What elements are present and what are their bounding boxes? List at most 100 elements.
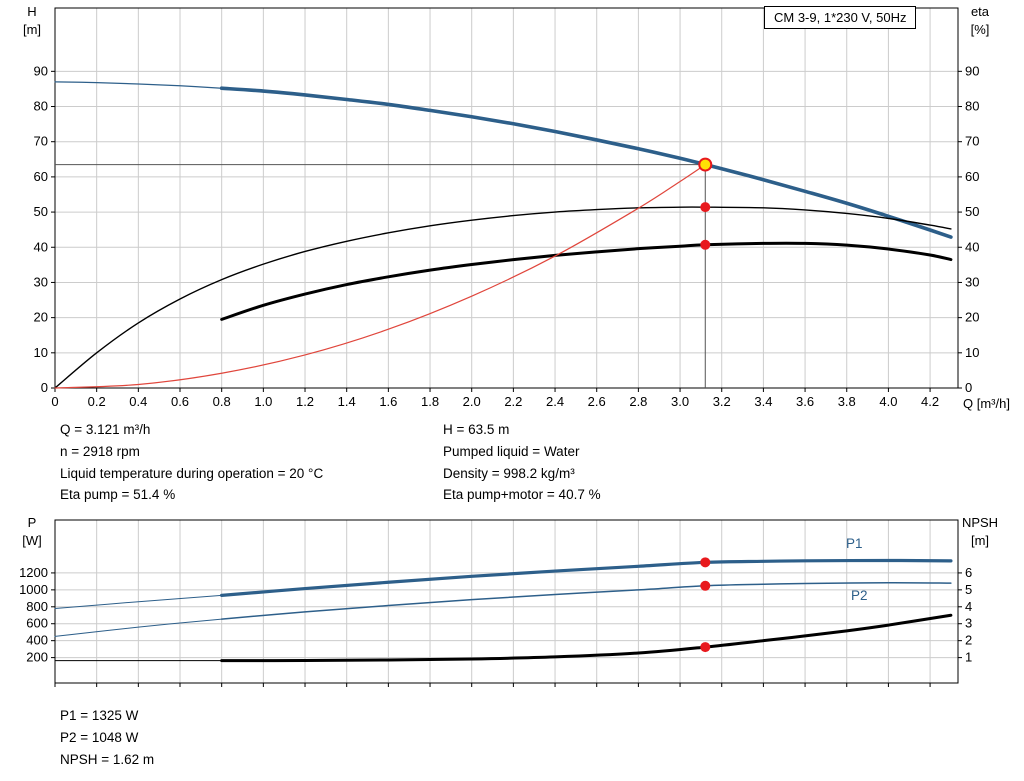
tick-label: 5: [965, 582, 972, 597]
tick-label: 2: [965, 633, 972, 648]
system-curve: [54, 163, 706, 389]
duty-info-right-column: H = 63.5 m Pumped liquid = Water Density…: [443, 419, 601, 506]
tick-label: 600: [26, 616, 48, 631]
pump-model-badge: CM 3-9, 1*230 V, 50Hz: [764, 6, 917, 29]
tick-label: 3: [965, 616, 972, 631]
info-npsh: NPSH = 1.62 m: [60, 751, 155, 767]
tick-label: 70: [34, 134, 48, 149]
tick-label: 4.2: [921, 394, 939, 409]
pump-curve-lead-in: [54, 81, 223, 89]
tick-label: 4: [965, 599, 972, 614]
tick-label: 1000: [19, 582, 48, 597]
h-axis-unit: [m]: [22, 22, 42, 37]
eta-pump-curve: [54, 206, 952, 389]
eta-axis-symbol: eta: [970, 4, 990, 19]
info-eta-pump-motor: Eta pump+motor = 40.7 %: [443, 487, 601, 503]
tick-label: 0: [41, 380, 48, 395]
tick-label: 80: [965, 99, 979, 114]
tick-label: 1.2: [296, 394, 314, 409]
tick-label: 10: [34, 345, 48, 360]
tick-label: 90: [965, 63, 979, 78]
tick-label: 0.4: [129, 394, 147, 409]
plot-frame: [54, 519, 959, 684]
tick-label: 50: [965, 204, 979, 219]
tick-label: 10: [965, 345, 979, 360]
tick-label: 1.8: [421, 394, 439, 409]
tick-label: 0.2: [88, 394, 106, 409]
p2-curve-label: P2: [851, 588, 868, 603]
tick-label: 90: [34, 63, 48, 78]
power-npsh-info: P1 = 1325 W P2 = 1048 W NPSH = 1.62 m: [60, 705, 154, 770]
tick-label: 0: [51, 394, 58, 409]
info-eta-pump: Eta pump = 51.4 %: [60, 487, 176, 503]
npsh-duty-point: [700, 642, 711, 653]
eta-pump-motor-duty-point: [700, 239, 711, 250]
plot-frame: [54, 7, 959, 389]
tick-label: 6: [965, 565, 972, 580]
npsh-axis-symbol: NPSH: [961, 515, 999, 530]
p-axis-label: P [W]: [12, 514, 52, 550]
tick-label: 30: [965, 274, 979, 289]
p2-curve: [220, 581, 952, 620]
eta-axis-unit: [%]: [970, 22, 990, 37]
tick-label: 0: [965, 380, 972, 395]
tick-label: 40: [34, 239, 48, 254]
duty-point: [698, 157, 713, 172]
tick-label: 2.2: [504, 394, 522, 409]
info-pumped-liquid: Pumped liquid = Water: [443, 443, 580, 459]
h-axis-label: H [m]: [12, 3, 52, 39]
p-axis-symbol: P: [27, 515, 37, 530]
p2-duty-point: [700, 580, 711, 591]
tick-label: 20: [965, 310, 979, 325]
tick-label: 3.4: [754, 394, 772, 409]
info-density: Density = 998.2 kg/m³: [443, 465, 575, 481]
info-p2: P2 = 1048 W: [60, 729, 139, 745]
eta-pump-motor-curve: [220, 241, 953, 321]
tick-label: 3.2: [713, 394, 731, 409]
tick-label: 30: [34, 274, 48, 289]
eta-pump-duty-point: [700, 202, 711, 213]
p1-duty-point: [700, 557, 711, 568]
tick-label: 2.4: [546, 394, 564, 409]
h-axis-symbol: H: [27, 4, 37, 19]
info-speed: n = 2918 rpm: [60, 443, 140, 459]
tick-label: 60: [34, 169, 48, 184]
tick-label: 800: [26, 599, 48, 614]
info-q: Q = 3.121 m³/h: [60, 422, 151, 437]
tick-label: 3.8: [838, 394, 856, 409]
tick-label: 40: [965, 239, 979, 254]
tick-label: 1.0: [254, 394, 272, 409]
p2-lead-in: [54, 618, 223, 637]
tick-label: 20: [34, 310, 48, 325]
tick-label: 3.0: [671, 394, 689, 409]
npsh-curve: [220, 613, 953, 663]
eta-axis-label: eta [%]: [960, 3, 1000, 39]
tick-label: 2.8: [629, 394, 647, 409]
npsh-axis-label: NPSH [m]: [950, 514, 1010, 550]
tick-label: 2.0: [463, 394, 481, 409]
pump-curve: [219, 86, 953, 239]
tick-label: 0.8: [213, 394, 231, 409]
tick-label: 3.6: [796, 394, 814, 409]
tick-label: 400: [26, 633, 48, 648]
tick-label: 1: [965, 650, 972, 665]
tick-label: 70: [965, 134, 979, 149]
p-axis-unit: [W]: [22, 533, 42, 548]
tick-label: 0.6: [171, 394, 189, 409]
tick-label: 60: [965, 169, 979, 184]
p1-lead-in: [54, 594, 223, 609]
tick-label: 80: [34, 99, 48, 114]
tick-label: 1.6: [379, 394, 397, 409]
npsh-axis-unit: [m]: [970, 533, 990, 548]
duty-info-left-column: Q = 3.121 m³/h n = 2918 rpm Liquid tempe…: [60, 419, 323, 506]
info-liquid-temperature: Liquid temperature during operation = 20…: [60, 465, 324, 481]
info-head: H = 63.5 m: [443, 422, 510, 437]
tick-label: 50: [34, 204, 48, 219]
q-axis-label: Q [m³/h]: [963, 396, 1010, 411]
tick-label: 1200: [19, 565, 48, 580]
tick-label: 2.6: [588, 394, 606, 409]
p1-curve: [220, 558, 953, 597]
info-p1: P1 = 1325 W: [60, 708, 139, 723]
tick-label: 1.4: [338, 394, 356, 409]
